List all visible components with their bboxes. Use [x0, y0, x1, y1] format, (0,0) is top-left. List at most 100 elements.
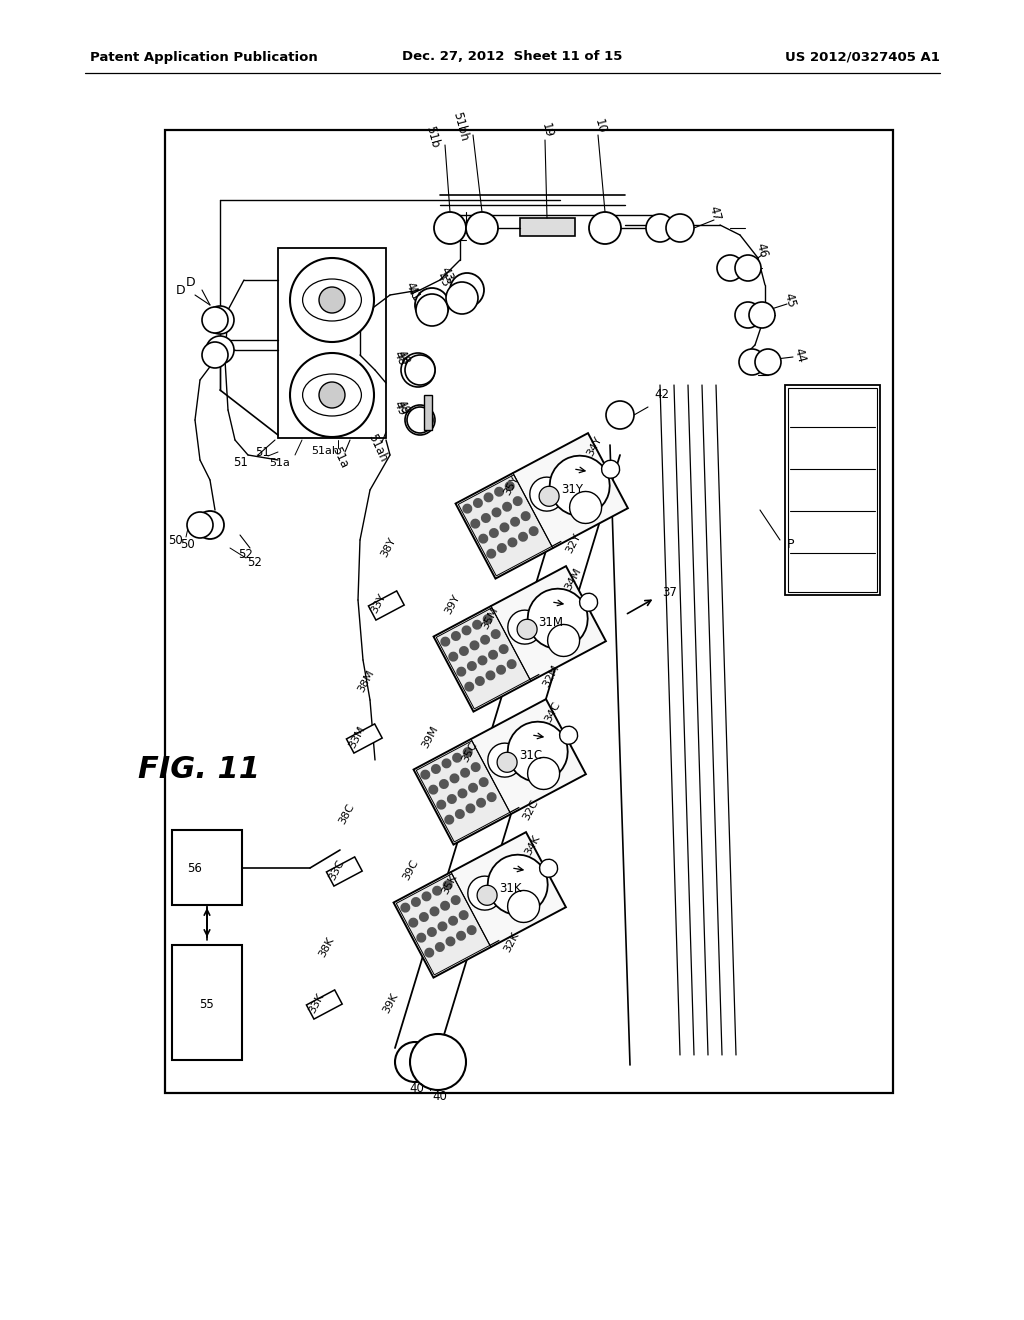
Text: Patent Application Publication: Patent Application Publication [90, 50, 317, 63]
Circle shape [464, 681, 474, 692]
Circle shape [472, 619, 482, 630]
Circle shape [646, 214, 674, 242]
Bar [346, 723, 382, 754]
Circle shape [417, 933, 426, 942]
Bar [785, 385, 880, 595]
Circle shape [459, 909, 469, 920]
Circle shape [434, 213, 466, 244]
Circle shape [497, 752, 517, 772]
Circle shape [508, 610, 542, 644]
Circle shape [445, 936, 456, 946]
Circle shape [431, 764, 441, 774]
Circle shape [409, 917, 418, 928]
Text: 51: 51 [233, 455, 248, 469]
Text: Dec. 27, 2012  Sheet 11 of 15: Dec. 27, 2012 Sheet 11 of 15 [401, 50, 623, 63]
Bar [278, 248, 386, 438]
Text: 44: 44 [792, 346, 808, 364]
Circle shape [517, 619, 538, 639]
Text: 51: 51 [255, 446, 270, 459]
Circle shape [500, 523, 510, 532]
Circle shape [475, 676, 484, 686]
Circle shape [435, 942, 444, 952]
Circle shape [462, 504, 472, 513]
Circle shape [206, 306, 234, 334]
Circle shape [395, 1041, 435, 1082]
Circle shape [419, 912, 429, 921]
Text: 55: 55 [200, 998, 214, 1011]
Circle shape [432, 886, 442, 896]
Circle shape [437, 921, 447, 932]
Circle shape [410, 1034, 466, 1090]
Circle shape [486, 549, 497, 558]
Text: 38Y: 38Y [379, 536, 397, 560]
Text: 51a: 51a [269, 458, 290, 469]
Circle shape [528, 527, 539, 536]
Circle shape [429, 907, 439, 916]
Circle shape [468, 876, 502, 909]
Text: 39C: 39C [401, 858, 420, 882]
Circle shape [497, 543, 507, 553]
Circle shape [420, 770, 430, 780]
Circle shape [401, 352, 435, 387]
Text: 47: 47 [707, 205, 723, 222]
Circle shape [440, 636, 451, 647]
Text: D: D [175, 284, 185, 297]
Circle shape [580, 593, 598, 611]
Circle shape [477, 886, 497, 906]
Circle shape [441, 759, 452, 768]
Text: 34C: 34C [544, 700, 562, 723]
Circle shape [749, 302, 775, 327]
Circle shape [569, 491, 602, 524]
Circle shape [496, 665, 506, 675]
Circle shape [470, 519, 480, 528]
FancyArrowPatch shape [534, 733, 543, 739]
Circle shape [490, 630, 501, 639]
Circle shape [486, 792, 497, 803]
Circle shape [422, 891, 431, 902]
Circle shape [518, 532, 528, 541]
Circle shape [187, 512, 213, 539]
Circle shape [440, 900, 451, 911]
Bar [393, 832, 566, 978]
Circle shape [467, 925, 476, 935]
Text: US 2012/0327405 A1: US 2012/0327405 A1 [785, 50, 940, 63]
Circle shape [449, 652, 459, 661]
Circle shape [428, 784, 438, 795]
Text: 41: 41 [402, 280, 421, 298]
Text: 32K: 32K [502, 931, 520, 954]
Bar [172, 945, 242, 1060]
Text: 46: 46 [754, 242, 770, 259]
Text: 40: 40 [432, 1089, 447, 1102]
FancyArrowPatch shape [554, 601, 563, 606]
Circle shape [478, 533, 488, 544]
Circle shape [444, 814, 455, 825]
Text: 31Y: 31Y [561, 483, 584, 496]
Text: 52: 52 [239, 549, 253, 561]
Bar [396, 874, 489, 975]
Circle shape [666, 214, 694, 242]
Text: 51bh: 51bh [450, 111, 470, 143]
Circle shape [463, 747, 473, 758]
Bar [414, 700, 586, 845]
Circle shape [559, 726, 578, 744]
Circle shape [487, 743, 522, 777]
Circle shape [492, 507, 502, 517]
Circle shape [416, 294, 449, 326]
Text: 49: 49 [393, 399, 413, 417]
Circle shape [406, 355, 435, 385]
Circle shape [477, 656, 487, 665]
Bar [327, 857, 362, 886]
Circle shape [451, 895, 461, 906]
Text: 32Y: 32Y [564, 532, 583, 556]
Text: 50: 50 [168, 533, 183, 546]
Text: D: D [185, 276, 195, 289]
Circle shape [458, 788, 468, 799]
Bar [788, 388, 877, 591]
Circle shape [471, 762, 480, 772]
Circle shape [485, 671, 496, 680]
Circle shape [602, 461, 620, 478]
Circle shape [482, 614, 493, 624]
Circle shape [505, 480, 515, 491]
Circle shape [319, 381, 345, 408]
Text: 38M: 38M [356, 668, 377, 693]
